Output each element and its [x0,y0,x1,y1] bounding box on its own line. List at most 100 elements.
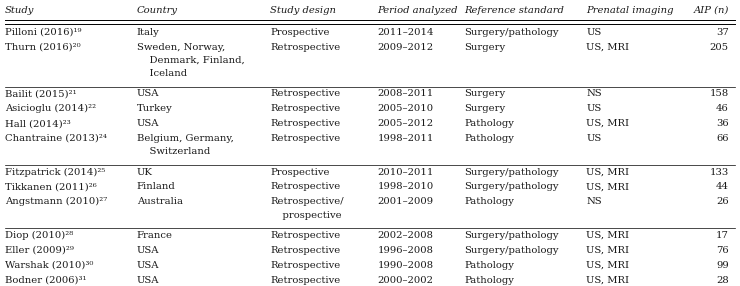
Text: 2005–2012: 2005–2012 [377,119,434,128]
Text: Fitzpatrick (2014)²⁵: Fitzpatrick (2014)²⁵ [5,168,105,177]
Text: 2005–2010: 2005–2010 [377,104,434,113]
Text: 28: 28 [716,275,729,285]
Text: 205: 205 [710,43,729,52]
Text: Diop (2010)²⁸: Diop (2010)²⁸ [5,231,73,240]
Text: Pathology: Pathology [464,275,514,285]
Text: Prospective: Prospective [270,168,329,177]
Text: Pathology: Pathology [464,197,514,206]
Text: USA: USA [137,90,159,98]
Text: 1998–2011: 1998–2011 [377,134,434,143]
Text: 2000–2002: 2000–2002 [377,275,434,285]
Text: Pathology: Pathology [464,134,514,143]
Text: Australia: Australia [137,197,183,206]
Text: 36: 36 [716,119,729,128]
Text: Surgery: Surgery [464,104,505,113]
Text: Surgery/pathology: Surgery/pathology [464,182,559,192]
Text: Eller (2009)²⁹: Eller (2009)²⁹ [5,246,74,255]
Text: Turkey: Turkey [137,104,172,113]
Text: 1998–2010: 1998–2010 [377,182,434,192]
Text: Reference standard: Reference standard [464,5,564,15]
Text: Warshak (2010)³⁰: Warshak (2010)³⁰ [5,261,93,270]
Text: US: US [586,134,602,143]
Text: Hall (2014)²³: Hall (2014)²³ [5,119,71,128]
Text: 1996–2008: 1996–2008 [377,246,434,255]
Text: US, MRI: US, MRI [586,182,629,192]
Text: Study design: Study design [270,5,336,15]
Text: Retrospective: Retrospective [270,119,340,128]
Text: 2001–2009: 2001–2009 [377,197,434,206]
Text: Surgery: Surgery [464,90,505,98]
Text: US, MRI: US, MRI [586,43,629,52]
Text: NS: NS [586,90,602,98]
Text: 2010–2011: 2010–2011 [377,168,434,177]
Text: Surgery/pathology: Surgery/pathology [464,246,559,255]
Text: Prenatal imaging: Prenatal imaging [586,5,673,15]
Text: 37: 37 [716,28,729,37]
Text: Period analyzed: Period analyzed [377,5,458,15]
Text: Switzerland: Switzerland [137,147,210,156]
Text: Surgery/pathology: Surgery/pathology [464,168,559,177]
Text: Pathology: Pathology [464,119,514,128]
Text: 44: 44 [716,182,729,192]
Text: US, MRI: US, MRI [586,168,629,177]
Text: Surgery/pathology: Surgery/pathology [464,231,559,240]
Text: Denmark, Finland,: Denmark, Finland, [137,56,245,65]
Text: US, MRI: US, MRI [586,231,629,240]
Text: 2002–2008: 2002–2008 [377,231,434,240]
Text: Retrospective: Retrospective [270,104,340,113]
Text: 133: 133 [710,168,729,177]
Text: Italy: Italy [137,28,160,37]
Text: Country: Country [137,5,178,15]
Text: Retrospective: Retrospective [270,43,340,52]
Text: USA: USA [137,261,159,270]
Text: Study: Study [5,5,35,15]
Text: Thurn (2016)²⁰: Thurn (2016)²⁰ [5,43,81,52]
Text: Sweden, Norway,: Sweden, Norway, [137,43,225,52]
Text: Surgery/pathology: Surgery/pathology [464,28,559,37]
Text: US: US [586,104,602,113]
Text: US, MRI: US, MRI [586,246,629,255]
Text: 158: 158 [710,90,729,98]
Text: France: France [137,231,173,240]
Text: 99: 99 [716,261,729,270]
Text: Retrospective: Retrospective [270,246,340,255]
Text: 76: 76 [716,246,729,255]
Text: Retrospective/: Retrospective/ [270,197,343,206]
Text: 17: 17 [716,231,729,240]
Text: USA: USA [137,275,159,285]
Text: Retrospective: Retrospective [270,134,340,143]
Text: Prospective: Prospective [270,28,329,37]
Text: 2009–2012: 2009–2012 [377,43,434,52]
Text: Retrospective: Retrospective [270,231,340,240]
Text: Surgery: Surgery [464,43,505,52]
Text: Chantraine (2013)²⁴: Chantraine (2013)²⁴ [5,134,107,143]
Text: US, MRI: US, MRI [586,275,629,285]
Text: Bodner (2006)³¹: Bodner (2006)³¹ [5,275,87,285]
Text: prospective: prospective [270,210,342,220]
Text: UK: UK [137,168,152,177]
Text: Pilloni (2016)¹⁹: Pilloni (2016)¹⁹ [5,28,81,37]
Text: Retrospective: Retrospective [270,182,340,192]
Text: 2008–2011: 2008–2011 [377,90,434,98]
Text: US, MRI: US, MRI [586,119,629,128]
Text: US, MRI: US, MRI [586,261,629,270]
Text: 2011–2014: 2011–2014 [377,28,434,37]
Text: 26: 26 [716,197,729,206]
Text: Retrospective: Retrospective [270,90,340,98]
Text: 66: 66 [716,134,729,143]
Text: US: US [586,28,602,37]
Text: Pathology: Pathology [464,261,514,270]
Text: Angstmann (2010)²⁷: Angstmann (2010)²⁷ [5,197,107,206]
Text: Belgium, Germany,: Belgium, Germany, [137,134,234,143]
Text: Retrospective: Retrospective [270,275,340,285]
Text: Asicioglu (2014)²²: Asicioglu (2014)²² [5,104,96,114]
Text: Bailit (2015)²¹: Bailit (2015)²¹ [5,90,77,98]
Text: USA: USA [137,246,159,255]
Text: Finland: Finland [137,182,175,192]
Text: Iceland: Iceland [137,69,187,78]
Text: USA: USA [137,119,159,128]
Text: NS: NS [586,197,602,206]
Text: AIP (n): AIP (n) [693,5,729,15]
Text: 46: 46 [716,104,729,113]
Text: Retrospective: Retrospective [270,261,340,270]
